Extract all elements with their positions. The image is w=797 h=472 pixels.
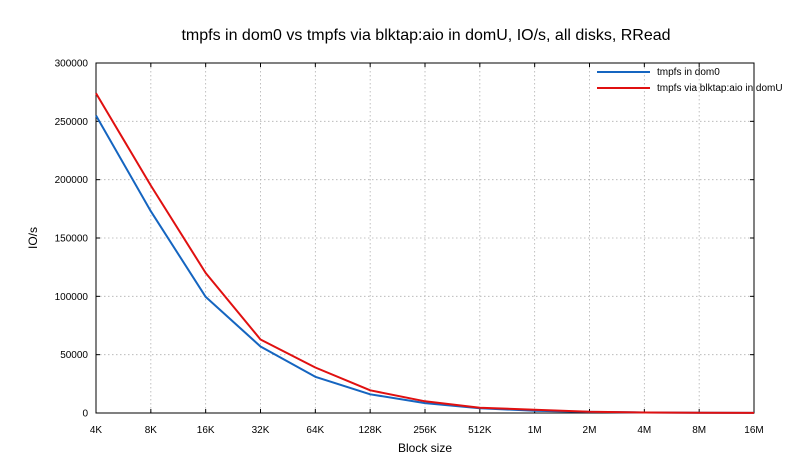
x-tick-label: 32K	[252, 425, 270, 436]
grid	[96, 63, 754, 413]
y-tick-label: 100000	[55, 292, 89, 303]
x-tick-label: 2M	[583, 425, 597, 436]
y-tick-label: 300000	[55, 59, 89, 70]
y-tick-label: 200000	[55, 175, 89, 186]
x-tick-label: 1M	[528, 425, 542, 436]
y-axis: 0 50000 100000 150000 200000 250000 300000	[55, 59, 754, 420]
x-tick-label: 16K	[197, 425, 215, 436]
legend-label-domu: tmpfs via blktap:aio in domU	[657, 83, 783, 94]
y-tick-label: 250000	[55, 117, 89, 128]
x-tick-label: 8K	[145, 425, 158, 436]
x-axis: 4K 8K 16K 32K 64K 128K 256K 512K 1M 2M 4M 8M 16M	[90, 63, 764, 436]
legend-label-dom0: tmpfs in dom0	[657, 67, 720, 78]
legend: tmpfs in dom0 tmpfs via blktap:aio in do…	[597, 67, 783, 94]
x-tick-label: 4K	[90, 425, 103, 436]
x-tick-label: 4M	[637, 425, 651, 436]
x-tick-label: 256K	[413, 425, 437, 436]
x-tick-label: 512K	[468, 425, 492, 436]
x-tick-label: 8M	[692, 425, 706, 436]
chart-title: tmpfs in dom0 vs tmpfs via blktap:aio in…	[181, 27, 670, 44]
y-tick-label: 150000	[55, 234, 89, 245]
x-tick-label: 64K	[306, 425, 324, 436]
series-line-domu	[95, 92, 755, 414]
y-tick-label: 50000	[60, 350, 88, 361]
y-axis-label: IO/s	[26, 227, 40, 249]
y-tick-label: 0	[82, 409, 88, 420]
x-tick-label: 128K	[358, 425, 382, 436]
series	[95, 92, 755, 414]
x-tick-label: 16M	[744, 425, 763, 436]
x-axis-label: Block size	[398, 441, 452, 455]
